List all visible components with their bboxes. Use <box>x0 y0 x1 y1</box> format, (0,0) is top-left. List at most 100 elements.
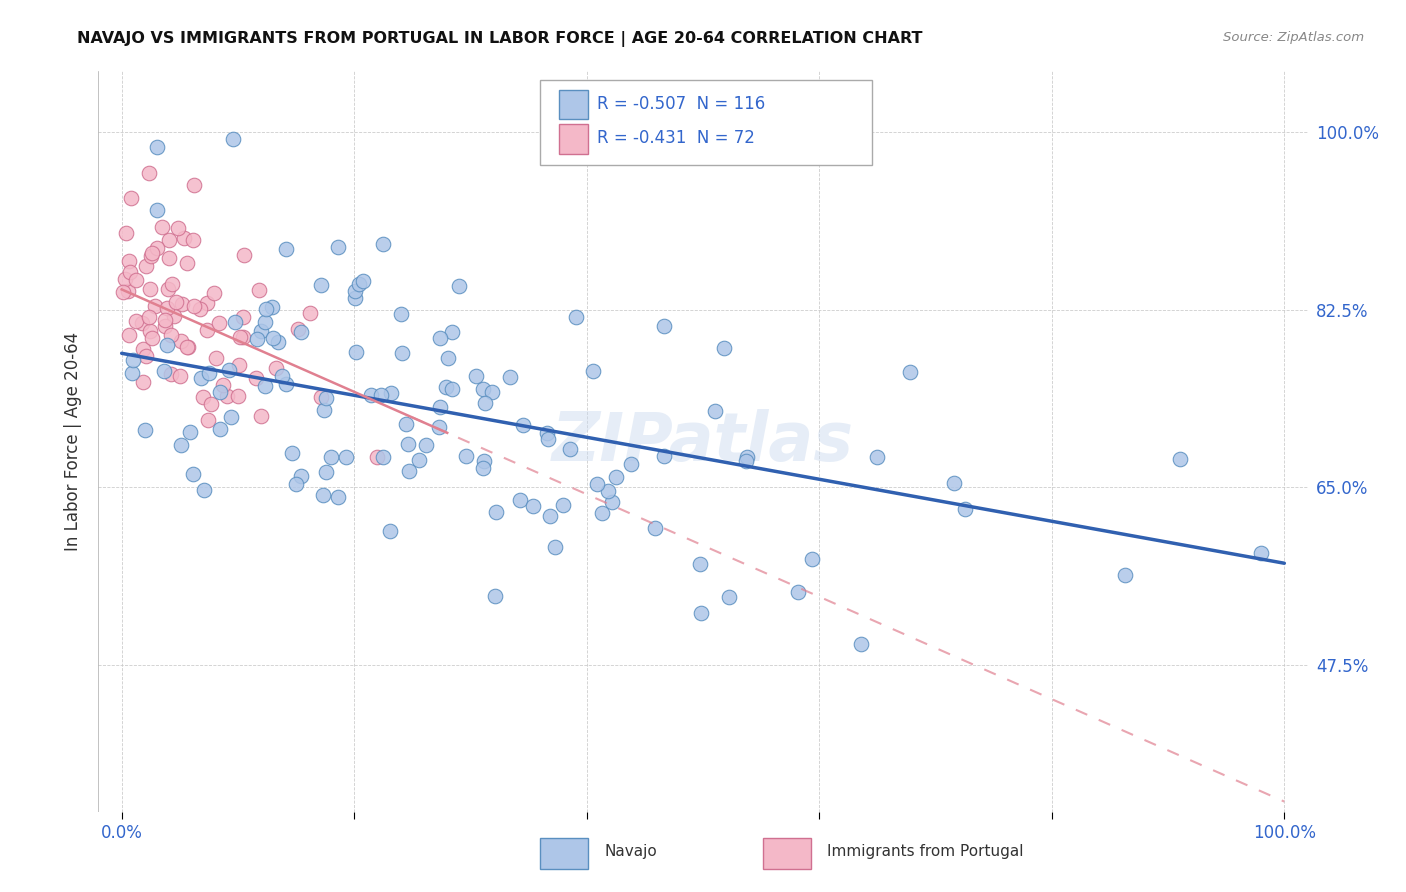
Point <box>378 524 401 539</box>
Point <box>170 334 193 349</box>
Point <box>146 241 169 255</box>
Y-axis label: In Labor Force | Age 20-64: In Labor Force | Age 20-64 <box>63 332 82 551</box>
Text: R = -0.507  N = 116: R = -0.507 N = 116 <box>596 95 765 113</box>
Point <box>689 557 711 571</box>
Point <box>212 378 235 392</box>
Point <box>290 325 312 339</box>
Point <box>326 240 349 254</box>
Point <box>290 468 312 483</box>
Point <box>509 493 531 508</box>
Point <box>553 498 575 512</box>
Point <box>271 369 294 384</box>
Point <box>190 371 212 385</box>
Point <box>141 331 163 345</box>
Point <box>427 420 450 434</box>
Point <box>139 249 162 263</box>
Point <box>309 278 332 293</box>
Point <box>150 219 173 234</box>
Point <box>454 449 477 463</box>
Point <box>429 331 451 345</box>
Point <box>315 466 337 480</box>
Point <box>159 251 181 265</box>
Point <box>1250 546 1272 560</box>
Point <box>115 226 138 240</box>
Point <box>245 371 267 385</box>
Point <box>485 505 508 519</box>
Point <box>389 307 412 321</box>
Point <box>138 166 160 180</box>
Point <box>440 382 463 396</box>
Point <box>198 367 221 381</box>
Point <box>166 220 188 235</box>
Point <box>208 421 231 435</box>
Point <box>183 178 205 192</box>
Point <box>163 310 186 324</box>
Point <box>156 301 179 315</box>
Point <box>565 310 588 325</box>
Point <box>205 351 228 365</box>
Point <box>188 301 211 316</box>
Point <box>538 509 561 524</box>
Text: Immigrants from Portugal: Immigrants from Portugal <box>827 845 1024 859</box>
Point <box>441 326 464 340</box>
Point <box>472 460 495 475</box>
Point <box>312 488 335 502</box>
Point <box>159 367 181 381</box>
Point <box>193 390 215 404</box>
Point <box>224 315 246 329</box>
Point <box>360 387 382 401</box>
Point <box>689 606 711 620</box>
Point <box>183 299 205 313</box>
Point <box>787 585 810 599</box>
Point <box>1168 452 1191 467</box>
Point <box>274 376 297 391</box>
Point <box>380 386 402 401</box>
Point <box>118 254 141 268</box>
Point <box>434 379 457 393</box>
Point <box>484 589 506 603</box>
Point <box>319 450 342 464</box>
Point <box>591 507 613 521</box>
Point <box>537 432 560 446</box>
Point <box>449 279 471 293</box>
Point <box>112 285 135 299</box>
Point <box>849 637 872 651</box>
Point <box>344 291 367 305</box>
Point <box>138 310 160 325</box>
Point <box>253 314 276 328</box>
Point <box>114 271 136 285</box>
Point <box>366 450 388 464</box>
Text: Source: ZipAtlas.com: Source: ZipAtlas.com <box>1223 31 1364 45</box>
Point <box>181 467 204 482</box>
Point <box>132 342 155 356</box>
Point <box>219 409 242 424</box>
Point <box>512 418 534 433</box>
Point <box>229 330 252 344</box>
Point <box>585 477 607 491</box>
Point <box>125 272 148 286</box>
Point <box>652 319 675 334</box>
Point <box>370 387 392 401</box>
Point <box>314 403 336 417</box>
Point <box>172 297 194 311</box>
Point <box>408 453 430 467</box>
Point <box>169 368 191 383</box>
Point <box>145 140 167 154</box>
Point <box>652 449 675 463</box>
Point <box>156 282 179 296</box>
Point <box>474 396 496 410</box>
Point <box>156 338 179 352</box>
Point <box>472 454 495 468</box>
Point <box>582 364 605 378</box>
Point <box>197 413 219 427</box>
Point <box>132 375 155 389</box>
Text: Navajo: Navajo <box>605 845 658 859</box>
Point <box>247 283 270 297</box>
Point <box>233 248 256 262</box>
Point <box>217 389 239 403</box>
Point <box>125 313 148 327</box>
Point <box>326 491 349 505</box>
Point <box>713 341 735 355</box>
Point <box>200 397 222 411</box>
Point <box>250 409 273 424</box>
